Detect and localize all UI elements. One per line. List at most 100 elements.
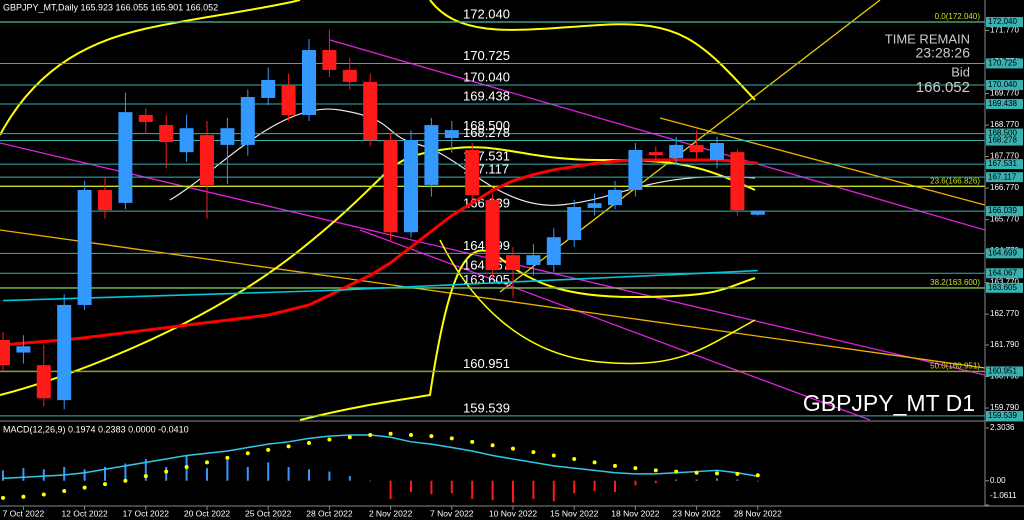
candle-body (710, 143, 724, 161)
macd-histogram-bar (42, 469, 45, 481)
signal-dot (164, 469, 169, 474)
signal-dot (225, 455, 230, 460)
level-box-label: 166.039 (988, 206, 1017, 215)
macd-histogram-bar (369, 480, 372, 482)
x-tick-label: 15 Nov 2022 (550, 508, 598, 518)
macd-histogram-bar (206, 468, 208, 481)
candle-body (57, 304, 72, 401)
level-box (986, 366, 1023, 377)
macd-histogram-bar (532, 480, 535, 500)
signal-dot (388, 431, 393, 436)
candle-body (750, 210, 765, 215)
level-label: 169.438 (463, 88, 510, 103)
macd-histogram-bar (124, 463, 127, 481)
macd-histogram-bar (450, 480, 453, 494)
x-tick-label: 17 Oct 2022 (123, 508, 170, 518)
level-box (986, 159, 1023, 170)
symbol-watermark: GBPJPY_MT D1 (803, 390, 975, 416)
y-tick-label: 2.3036 (990, 423, 1015, 432)
candle-body (404, 140, 418, 233)
candle-body (98, 189, 112, 211)
level-box-label: 172.040 (988, 17, 1017, 26)
drawings (0, 0, 985, 421)
candle-body (322, 50, 337, 70)
signal-dot (735, 471, 740, 476)
y-tick-label: 171.770 (990, 26, 1019, 35)
macd-histogram-bar (104, 466, 106, 481)
candle-body (628, 149, 643, 190)
moving-average (2, 269, 758, 302)
trendline (329, 39, 985, 231)
macd-panel (1, 431, 760, 503)
macd-histogram-bar (2, 470, 4, 481)
x-tick-label: 18 Nov 2022 (611, 508, 659, 518)
macd-histogram-bar (430, 480, 433, 495)
candle-body (444, 130, 459, 138)
signal-dot (633, 466, 638, 471)
level-box (986, 206, 1023, 217)
x-tick-label: 12 Oct 2022 (61, 508, 108, 518)
level-label: 160.951 (463, 356, 510, 371)
macd-histogram-bar (552, 480, 555, 502)
y-tick-label: 163.770 (990, 278, 1019, 287)
macd-histogram-bar (165, 466, 168, 481)
macd-histogram-bar (83, 469, 86, 481)
macd-histogram-bar (328, 471, 331, 481)
candle-body (0, 339, 10, 366)
signal-dot (592, 460, 597, 465)
time-remain-label: TIME REMAIN (885, 31, 970, 46)
level-box-label: 168.500 (988, 129, 1017, 138)
candle-body (465, 149, 480, 196)
y-tick-label: 167.770 (990, 152, 1019, 161)
candle-body (567, 206, 582, 241)
candle-body (281, 85, 296, 115)
candle-body (608, 189, 622, 206)
signal-dot (613, 463, 617, 468)
candle-body (16, 346, 31, 353)
candle-body (689, 144, 704, 153)
candle-body (261, 79, 276, 98)
signal-dot (531, 450, 536, 455)
signal-dot (123, 478, 128, 483)
candle-body (587, 203, 602, 208)
signal-dot (21, 494, 26, 499)
level-box (986, 80, 1023, 91)
level-box (986, 268, 1023, 279)
level-box-label: 160.951 (988, 367, 1017, 376)
signal-dot (205, 460, 209, 465)
macd-line (2, 434, 758, 480)
y-tick-label: 168.770 (990, 120, 1019, 129)
chart-header: GBPJPY_MT,Daily 165.923 166.055 165.901 … (3, 2, 218, 12)
level-box-label: 163.605 (988, 283, 1017, 292)
macd-histogram-bar (512, 480, 514, 503)
level-label: 172.040 (463, 6, 510, 21)
level-box (986, 282, 1023, 293)
x-tick-label: 28 Nov 2022 (734, 508, 782, 518)
macd-histogram-bar (675, 479, 678, 481)
macd-histogram-bar (410, 480, 412, 493)
level-box (986, 248, 1023, 259)
y-tick-label: -1.0611 (990, 491, 1017, 500)
macd-histogram-bar (614, 480, 616, 493)
macd-histogram-bar (654, 480, 657, 484)
candle-body (118, 112, 133, 203)
candle-body (159, 125, 174, 143)
signal-dot (143, 474, 148, 479)
level-box-label: 170.725 (988, 59, 1017, 68)
x-tick-label: 10 Nov 2022 (489, 508, 537, 518)
level-box (986, 128, 1023, 139)
signal-dot (184, 464, 189, 469)
signal-dot (41, 492, 46, 497)
level-box-label: 167.117 (988, 172, 1017, 181)
candle-body (302, 50, 316, 115)
macd-histogram-bar (389, 480, 392, 500)
candle-body (526, 255, 541, 265)
x-tick-label: 23 Nov 2022 (672, 508, 720, 518)
y-tick-label: 0.00 (990, 476, 1006, 485)
signal-dot (470, 439, 475, 444)
macd-histogram-bar (267, 462, 270, 481)
candle-body (220, 128, 235, 145)
candle-body (200, 135, 214, 185)
